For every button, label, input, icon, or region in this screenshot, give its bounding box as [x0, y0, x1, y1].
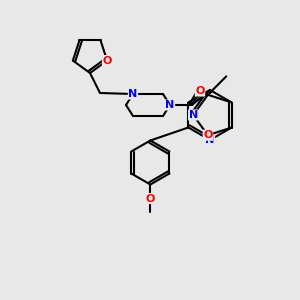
- Text: N: N: [165, 100, 175, 110]
- Text: O: O: [102, 56, 112, 66]
- Text: O: O: [195, 86, 205, 96]
- Text: O: O: [146, 194, 155, 203]
- Text: N: N: [128, 89, 138, 99]
- Text: N: N: [206, 135, 214, 145]
- Text: O: O: [203, 130, 213, 140]
- Text: N: N: [189, 110, 198, 120]
